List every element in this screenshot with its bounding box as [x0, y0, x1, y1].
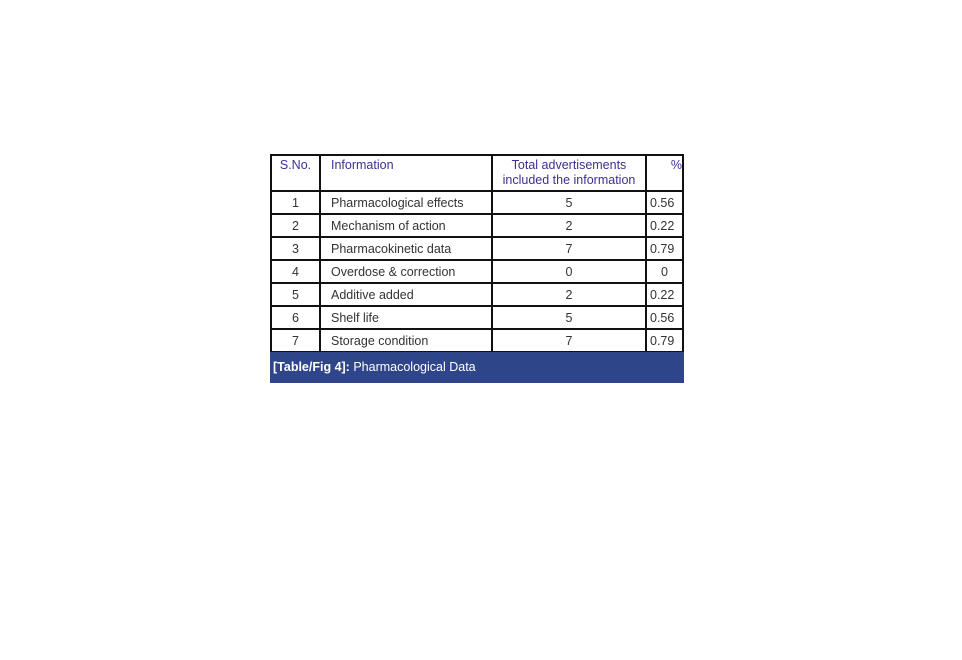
table-row: 1 Pharmacological effects 5 0.56 [270, 190, 684, 215]
table-row: 3 Pharmacokinetic data 7 0.79 [270, 236, 684, 261]
header-percent: % [645, 154, 684, 192]
cell-information: Additive added [319, 282, 493, 307]
table-row: 5 Additive added 2 0.22 [270, 282, 684, 307]
cell-total: 2 [491, 213, 647, 238]
cell-sno: 3 [270, 236, 321, 261]
cell-percent: 0.22 [645, 213, 684, 238]
cell-total: 7 [491, 236, 647, 261]
cell-sno: 5 [270, 282, 321, 307]
cell-information: Mechanism of action [319, 213, 493, 238]
caption-label: [Table/Fig 4]: [273, 360, 350, 374]
caption-text: Pharmacological Data [349, 360, 476, 374]
table-header-row: S.No. Information Total advertisements i… [270, 154, 684, 192]
cell-percent: 0.56 [645, 190, 684, 215]
table-row: 4 Overdose & correction 0 0 [270, 259, 684, 284]
cell-total: 5 [491, 305, 647, 330]
cell-information: Overdose & correction [319, 259, 493, 284]
cell-sno: 7 [270, 328, 321, 353]
cell-percent: 0 [645, 259, 684, 284]
cell-sno: 6 [270, 305, 321, 330]
cell-percent: 0.79 [645, 328, 684, 353]
pharmacological-data-table: S.No. Information Total advertisements i… [270, 154, 684, 353]
cell-total: 0 [491, 259, 647, 284]
cell-information: Pharmacokinetic data [319, 236, 493, 261]
cell-total: 2 [491, 282, 647, 307]
cell-information: Pharmacological effects [319, 190, 493, 215]
table-row: 6 Shelf life 5 0.56 [270, 305, 684, 330]
cell-percent: 0.79 [645, 236, 684, 261]
table-row: 2 Mechanism of action 2 0.22 [270, 213, 684, 238]
header-total: Total advertisements included the inform… [491, 154, 647, 192]
cell-information: Storage condition [319, 328, 493, 353]
cell-total: 5 [491, 190, 647, 215]
cell-total: 7 [491, 328, 647, 353]
cell-percent: 0.22 [645, 282, 684, 307]
header-information: Information [319, 154, 493, 192]
header-sno: S.No. [270, 154, 321, 192]
cell-sno: 1 [270, 190, 321, 215]
table-figure: S.No. Information Total advertisements i… [270, 154, 684, 383]
cell-sno: 2 [270, 213, 321, 238]
cell-sno: 4 [270, 259, 321, 284]
table-row: 7 Storage condition 7 0.79 [270, 328, 684, 353]
cell-percent: 0.56 [645, 305, 684, 330]
cell-information: Shelf life [319, 305, 493, 330]
table-caption: [Table/Fig 4]: Pharmacological Data [270, 352, 684, 383]
